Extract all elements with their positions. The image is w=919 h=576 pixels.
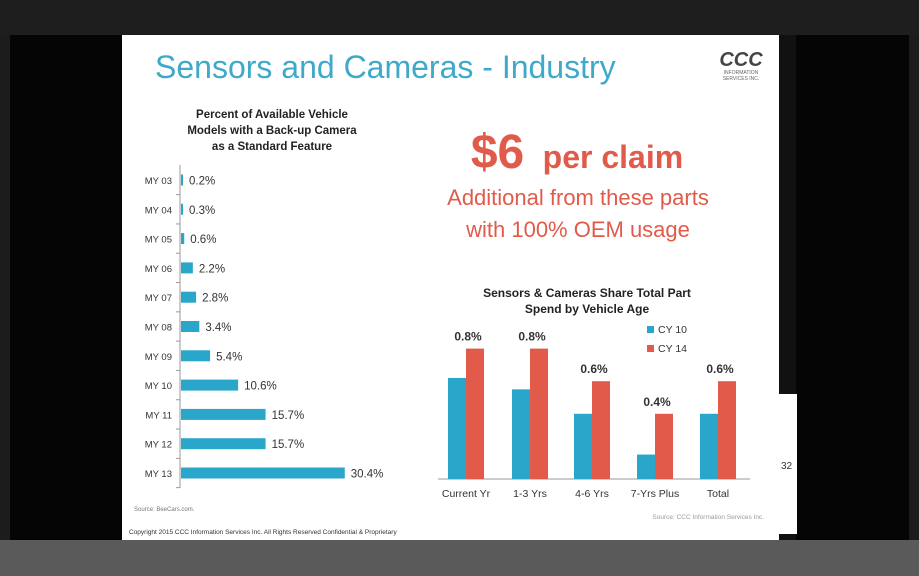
vchart-category-label: 4-6 Yrs (575, 488, 609, 500)
vchart-bar-cy10 (448, 377, 466, 479)
vchart-category-label: 1-3 Yrs (513, 488, 547, 500)
headline-suffix: per claim (543, 139, 684, 175)
vchart-data-label: 0.6% (706, 362, 734, 376)
vchart-bar-cy14 (655, 413, 673, 479)
backup-camera-chart: Percent of Available Vehicle Models with … (145, 109, 384, 489)
vchart-bar-cy10 (574, 413, 592, 479)
vchart-category-label: 7-Yrs Plus (631, 488, 679, 500)
hchart-category-label: MY 08 (145, 323, 172, 334)
vchart-data-label: 0.6% (580, 362, 608, 376)
headline: $6 per claim (471, 126, 683, 179)
hchart-value-label: 15.7% (272, 439, 305, 451)
vchart-data-label: 0.8% (454, 330, 482, 344)
copyright: Copyright 2015 CCC Information Services … (129, 529, 397, 536)
ccc-logo: CCC INFORMATION SERVICES INC. (719, 49, 763, 82)
hchart-category-label: MY 13 (145, 469, 172, 480)
hchart-title-line: Percent of Available Vehicle (196, 109, 348, 121)
hchart-bar (181, 467, 345, 479)
hchart-category-label: MY 10 (145, 381, 172, 392)
vchart-bar-cy10 (700, 413, 718, 479)
share-spend-chart: Sensors & Cameras Share Total Part Spend … (438, 286, 750, 500)
vchart-title-line: Spend by Vehicle Age (525, 302, 650, 316)
left-background (10, 35, 122, 540)
vchart-legend-label: CY 14 (658, 343, 687, 355)
vchart-bar-cy14 (718, 381, 736, 479)
top-bar (0, 0, 919, 35)
hchart-category-label: MY 06 (145, 264, 172, 275)
hchart-category-label: MY 12 (145, 440, 172, 451)
hchart-value-label: 0.6% (190, 234, 216, 246)
subheadline-line2: with 100% OEM usage (465, 217, 690, 242)
vchart-bar-cy10 (512, 389, 530, 479)
hchart-category-label: MY 03 (145, 176, 172, 187)
hchart-bar (181, 203, 183, 215)
slide-title: Sensors and Cameras - Industry (155, 49, 616, 85)
logo-line2: SERVICES INC. (723, 76, 760, 82)
vchart-legend-swatch (647, 345, 654, 352)
vchart-legend-label: CY 10 (658, 324, 687, 336)
hchart-title-line: Models with a Back-up Camera (187, 125, 357, 137)
vchart-bar-cy14 (466, 348, 484, 479)
hchart-value-label: 0.3% (189, 205, 215, 217)
hchart-bar (181, 321, 200, 332)
page-number-box (779, 394, 797, 534)
subheadline-line1: Additional from these parts (447, 185, 709, 210)
vchart-category-label: Total (707, 488, 729, 500)
vchart-bar-cy10 (637, 454, 655, 479)
hchart-bar (181, 262, 193, 274)
hchart-bar (181, 291, 197, 303)
vchart-title-line: Sensors & Cameras Share Total Part (483, 286, 691, 300)
hchart-value-label: 30.4% (351, 469, 384, 481)
hchart-category-label: MY 04 (145, 205, 172, 216)
hchart-category-label: MY 05 (145, 235, 172, 246)
headline-amount: $6 (471, 126, 524, 179)
right-background (796, 35, 909, 540)
hchart-value-label: 15.7% (272, 410, 305, 422)
page-number: 32 (781, 461, 793, 472)
hchart-value-label: 5.4% (216, 351, 242, 363)
bottom-bar (0, 540, 919, 576)
vchart-data-label: 0.8% (518, 330, 546, 344)
left-source: Source: BeeCars.com. (134, 507, 195, 513)
hchart-title-line: as a Standard Feature (212, 141, 332, 153)
hchart-category-label: MY 11 (145, 410, 172, 421)
logo-mark: CCC (719, 49, 763, 71)
hchart-category-label: MY 09 (145, 352, 172, 363)
hchart-bar (181, 379, 239, 391)
right-source: Source: CCC Information Services Inc. (652, 514, 764, 521)
hchart-bar (181, 233, 185, 245)
hchart-bar (181, 350, 211, 362)
hchart-bar (181, 408, 266, 420)
vchart-bar-cy14 (530, 348, 548, 479)
hchart-value-label: 0.2% (189, 176, 215, 188)
hchart-value-label: 3.4% (205, 322, 231, 334)
vchart-bar-cy14 (592, 381, 610, 479)
hchart-bar (181, 438, 266, 450)
vchart-data-label: 0.4% (643, 395, 671, 409)
hchart-category-label: MY 07 (145, 293, 172, 304)
hchart-value-label: 2.2% (199, 263, 225, 275)
vchart-category-label: Current Yr (442, 488, 491, 500)
hchart-bar (181, 174, 183, 186)
hchart-value-label: 10.6% (244, 381, 277, 393)
hchart-value-label: 2.8% (202, 293, 228, 305)
logo-line1: INFORMATION (724, 70, 759, 76)
vchart-legend-swatch (647, 326, 654, 333)
